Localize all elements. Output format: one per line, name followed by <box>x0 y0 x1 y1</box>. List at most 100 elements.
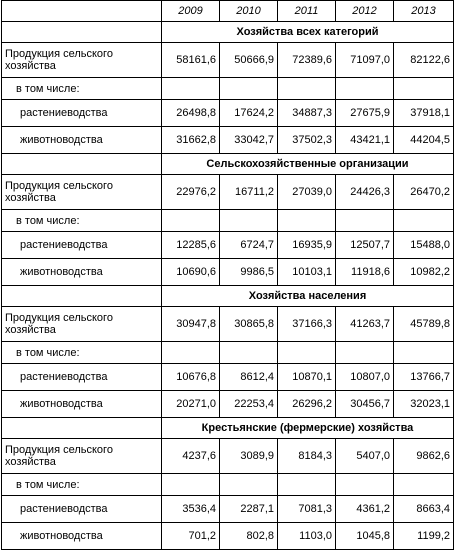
year-header-2012: 2012 <box>335 0 394 22</box>
section-title-spacer <box>1 285 162 307</box>
value-cell: 41263,7 <box>335 306 394 342</box>
value-cell: 72389,6 <box>277 42 336 78</box>
value-cell: 30947,8 <box>161 306 220 342</box>
row-label-detail: животноводства <box>1 522 162 550</box>
year-header-2011: 2011 <box>277 0 336 22</box>
total-row: Продукция сельского хозяйства 30947,8 3086… <box>1 306 454 342</box>
year-header-2010: 2010 <box>219 0 278 22</box>
detail-row: животноводства 31662,8 33042,7 37502,3 43421… <box>1 126 454 154</box>
row-label-detail: растениеводства <box>1 231 162 259</box>
value-cell: 6724,7 <box>219 231 278 259</box>
value-cell: 58161,6 <box>161 42 220 78</box>
detail-row: животноводства 10690,6 9986,5 10103,1 11918,… <box>1 258 454 286</box>
section-title: Хозяйства всех категорий <box>161 21 454 43</box>
value-cell: 4361,2 <box>335 495 394 523</box>
value-cell: 37918,1 <box>393 99 454 127</box>
value-cell: 11918,6 <box>335 258 394 286</box>
value-cell: 33042,7 <box>219 126 278 154</box>
value-cell: 16711,2 <box>219 174 278 210</box>
empty-cell <box>393 77 454 100</box>
value-cell: 12285,6 <box>161 231 220 259</box>
row-label-including: в том числе: <box>1 473 162 496</box>
value-cell: 27039,0 <box>277 174 336 210</box>
total-row: Продукция сельского хозяйства 22976,2 1671… <box>1 174 454 210</box>
value-cell: 16935,9 <box>277 231 336 259</box>
value-cell: 43421,1 <box>335 126 394 154</box>
empty-cell <box>393 209 454 232</box>
value-cell: 802,8 <box>219 522 278 550</box>
value-cell: 17624,2 <box>219 99 278 127</box>
value-cell: 22976,2 <box>161 174 220 210</box>
total-row: Продукция сельского хозяйства 4237,6 3089,… <box>1 438 454 474</box>
empty-cell <box>393 473 454 496</box>
value-cell: 31662,8 <box>161 126 220 154</box>
empty-cell <box>335 341 394 364</box>
value-cell: 3089,9 <box>219 438 278 474</box>
row-label-total: Продукция сельского хозяйства <box>1 438 162 474</box>
value-cell: 30456,7 <box>335 390 394 418</box>
empty-cell <box>161 77 220 100</box>
value-cell: 5407,0 <box>335 438 394 474</box>
row-label-detail: растениеводства <box>1 99 162 127</box>
including-row: в том числе: <box>1 77 454 100</box>
value-cell: 37166,3 <box>277 306 336 342</box>
empty-cell <box>219 77 278 100</box>
value-cell: 15488,0 <box>393 231 454 259</box>
section-title-row: Сельскохозяйственные организации <box>1 153 454 175</box>
section-title: Крестьянские (фермерские) хозяйства <box>161 417 454 439</box>
value-cell: 22253,4 <box>219 390 278 418</box>
value-cell: 26470,2 <box>393 174 454 210</box>
row-label-including: в том числе: <box>1 209 162 232</box>
value-cell: 1199,2 <box>393 522 454 550</box>
empty-cell <box>277 77 336 100</box>
value-cell: 26498,8 <box>161 99 220 127</box>
header-row: 2009 2010 2011 2012 2013 <box>1 0 454 22</box>
value-cell: 20271,0 <box>161 390 220 418</box>
value-cell: 71097,0 <box>335 42 394 78</box>
value-cell: 37502,3 <box>277 126 336 154</box>
row-label-detail: животноводства <box>1 126 162 154</box>
empty-cell <box>277 209 336 232</box>
empty-cell <box>335 473 394 496</box>
section-title-spacer <box>1 153 162 175</box>
value-cell: 8184,3 <box>277 438 336 474</box>
row-label-total: Продукция сельского хозяйства <box>1 42 162 78</box>
detail-row: растениеводства 26498,8 17624,2 34887,3 2767… <box>1 99 454 127</box>
empty-cell <box>335 77 394 100</box>
value-cell: 13766,7 <box>393 363 454 391</box>
empty-cell <box>219 341 278 364</box>
empty-cell <box>161 341 220 364</box>
detail-row: растениеводства 10676,8 8612,4 10870,1 10807… <box>1 363 454 391</box>
value-cell: 3536,4 <box>161 495 220 523</box>
value-cell: 9862,6 <box>393 438 454 474</box>
empty-cell <box>277 341 336 364</box>
row-label-detail: животноводства <box>1 390 162 418</box>
value-cell: 9986,5 <box>219 258 278 286</box>
section-title-row: Крестьянские (фермерские) хозяйства <box>1 417 454 439</box>
value-cell: 44204,5 <box>393 126 454 154</box>
value-cell: 27675,9 <box>335 99 394 127</box>
empty-cell <box>393 341 454 364</box>
detail-row: животноводства 20271,0 22253,4 26296,2 30456… <box>1 390 454 418</box>
including-row: в том числе: <box>1 341 454 364</box>
row-label-detail: животноводства <box>1 258 162 286</box>
row-label-detail: растениеводства <box>1 495 162 523</box>
value-cell: 701,2 <box>161 522 220 550</box>
row-label-detail: растениеводства <box>1 363 162 391</box>
value-cell: 8663,4 <box>393 495 454 523</box>
year-header-2013: 2013 <box>393 0 454 22</box>
row-label-including: в том числе: <box>1 341 162 364</box>
row-label-including: в том числе: <box>1 77 162 100</box>
empty-cell <box>335 209 394 232</box>
empty-cell <box>161 473 220 496</box>
value-cell: 7081,3 <box>277 495 336 523</box>
empty-cell <box>219 473 278 496</box>
empty-cell <box>277 473 336 496</box>
value-cell: 10690,6 <box>161 258 220 286</box>
detail-row: животноводства 701,2 802,8 1103,0 1045,8 1199… <box>1 522 454 550</box>
value-cell: 32023,1 <box>393 390 454 418</box>
empty-cell <box>161 209 220 232</box>
value-cell: 30865,8 <box>219 306 278 342</box>
